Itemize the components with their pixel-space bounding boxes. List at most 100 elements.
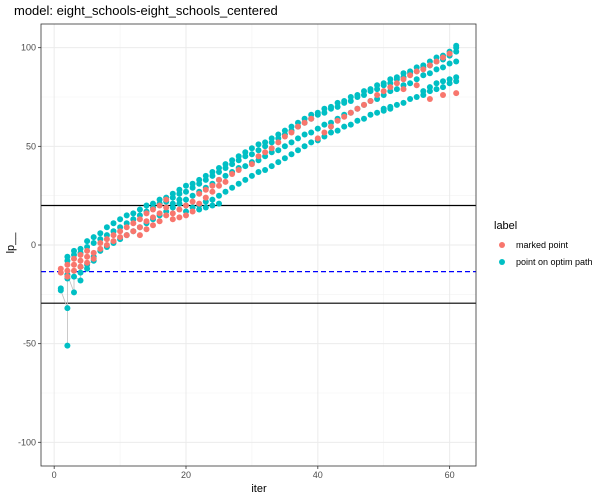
optim-path-point [176,186,183,193]
optim-path-point [202,204,209,211]
marked-point [143,226,150,233]
marked-point [143,210,150,217]
optim-path-point [281,155,288,162]
x-axis-title: iter [251,483,267,495]
optim-path-point [393,74,400,81]
optim-path-point [295,135,301,142]
optim-path-point [64,253,71,260]
optim-path-point [222,161,229,168]
optim-path-point [229,184,236,191]
marked-point [57,269,64,276]
optim-path-point [275,159,282,166]
marked-point [97,245,104,252]
marked-point [64,261,71,268]
marked-point [183,212,189,219]
optim-path-point [347,94,354,100]
optim-path-point [361,88,367,95]
optim-path-point [183,188,189,195]
optim-path-point [433,80,440,87]
marked-point [163,196,170,203]
optim-path-point [301,143,308,150]
marked-point [71,267,77,274]
marked-point [156,210,163,217]
optim-path-point [407,96,414,102]
optim-path-point [433,86,440,93]
y-tick-label: -50 [23,339,36,349]
optim-path-point [268,163,275,170]
optim-path-point [90,240,97,246]
marked-point [183,202,189,209]
optim-path-point [328,103,334,110]
optim-path-point [189,192,196,199]
optim-path-point [407,80,414,87]
marked-point [262,149,269,156]
y-tick-label: -100 [18,437,36,447]
marked-point [354,105,361,112]
optim-path-point [420,72,427,79]
optim-path-point [347,121,354,128]
optim-path-point [275,131,282,138]
optim-path-point [413,94,420,100]
marked-point [143,218,150,225]
optim-path-point [156,196,163,203]
reference-lines [41,204,476,304]
marked-point [216,182,222,189]
optim-path-point [374,109,381,116]
marked-point [123,232,130,239]
marked-point [64,267,71,274]
optim-path-point [288,123,295,130]
optim-path-point [57,287,64,294]
marked-point [117,228,124,235]
marked-point [156,218,163,225]
optim-path-point [216,192,222,199]
marked-point [130,228,137,235]
legend-key-marked-point [499,242,505,248]
marked-point [136,224,143,231]
optim-path-point [169,200,176,207]
marked-point [90,255,97,262]
legend: label marked point point on optim path [494,220,593,267]
marked-point [196,200,203,207]
marked-point [347,109,354,116]
marked-point [156,202,163,209]
marked-point [426,62,433,69]
optim-path-point [334,99,341,106]
x-tick-label: 20 [181,470,191,480]
marked-point [84,253,91,260]
marked-point [216,176,222,183]
optim-path-point [77,269,84,276]
marked-point [117,234,124,241]
y-tick-label: 100 [21,43,36,53]
marked-point [77,263,84,270]
marked-point [400,86,407,93]
marked-point [163,212,170,219]
optim-path-point [426,84,433,91]
marked-point [97,240,104,246]
marked-point [77,251,84,258]
marked-point [130,220,137,227]
optim-path-point [354,117,361,124]
marked-point [202,194,209,201]
optim-path-point [367,86,374,93]
marked-point [71,255,77,262]
marked-point [393,80,400,87]
optim-path-point [367,111,374,118]
optim-path-point [117,216,124,223]
marked-point [84,259,91,266]
marked-point [308,115,315,122]
marked-point [103,242,110,248]
optim-path-point [110,220,117,227]
marked-point [209,188,216,195]
optim-path-point [189,180,196,187]
marked-point [314,135,321,142]
marked-point [413,68,420,75]
marked-point [433,58,440,65]
optim-path-point [281,143,288,150]
marked-point [440,92,446,98]
marked-point [222,178,229,185]
optim-path-point [321,105,328,112]
x-axis-ticks: 0 20 40 60 [52,466,455,480]
marked-point [71,261,77,268]
marked-point [136,216,143,223]
